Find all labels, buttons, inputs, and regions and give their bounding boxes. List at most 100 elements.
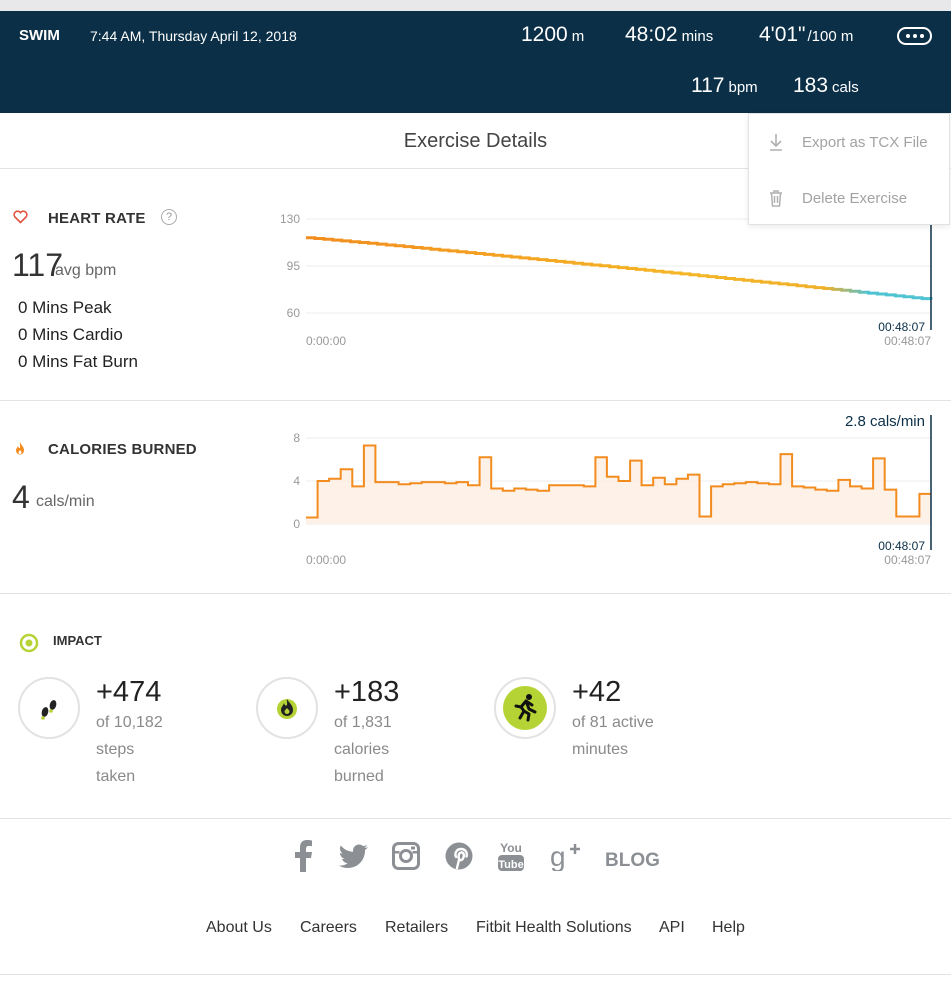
steps-impact-badge	[18, 677, 80, 739]
heart-rate-line	[306, 236, 933, 301]
blog-link[interactable]: BLOG	[605, 850, 660, 871]
cardio-zone-minutes: 0 Mins Cardio	[18, 325, 123, 344]
google-plus-icon: g	[550, 841, 580, 871]
calories-chart[interactable]: 8 4 0 2.8 cals/min 00:48:07 0:00:00 00:48:07	[0, 400, 951, 593]
svg-text:Tube: Tube	[498, 859, 523, 871]
pace-stat: 4'01"/100 m	[759, 23, 853, 47]
active-minutes-total: of 81 active	[572, 714, 654, 731]
footer-link-about-us[interactable]: About Us	[206, 919, 272, 936]
calories-caption-line: calories	[334, 741, 390, 758]
duration-unit: mins	[681, 28, 714, 45]
x-end-label: 00:48:07	[884, 334, 931, 348]
google-plus-link[interactable]: g	[548, 838, 582, 874]
fat-burn-zone-minutes: 0 Mins Fat Burn	[18, 352, 138, 371]
steps-total: of 10,182	[96, 714, 163, 731]
calories-impact-caption: of 1,831 calories burned	[334, 709, 444, 790]
top-strip	[0, 0, 951, 11]
x-end-label: 00:48:07	[884, 553, 931, 567]
facebook-icon	[295, 840, 312, 872]
avg-heart-rate-unit: avg bpm	[55, 262, 117, 279]
svg-text:You: You	[500, 841, 522, 855]
options-menu: Export as TCX File Delete Exercise	[748, 113, 950, 225]
active-minutes-impact-value: +42	[572, 676, 622, 708]
heart-rate-chart[interactable]: 130 95 60 00:48:07 0:00:00 00:48:07	[0, 0, 951, 400]
section-divider	[0, 400, 951, 401]
pace-unit: /100 m	[807, 28, 854, 45]
calories-stat: 183 cals	[793, 74, 859, 98]
page-title: Exercise Details	[0, 113, 951, 169]
avg-calories-unit: cals/min	[36, 493, 95, 510]
svg-text:g: g	[550, 841, 566, 871]
instagram-icon	[392, 842, 420, 870]
y-tick-label: 0	[293, 517, 300, 531]
steps-caption-line: steps	[96, 741, 135, 758]
calories-total: of 1,831	[334, 714, 392, 731]
steps-caption-line: taken	[96, 768, 136, 785]
impact-label: IMPACT	[53, 633, 102, 648]
x-start-label: 0:00:00	[306, 334, 346, 348]
cursor-value-label: 2.8 cals/min	[845, 413, 925, 430]
calories-burned-label: CALORIES BURNED	[48, 441, 197, 458]
cursor-time-label: 00:48:07	[878, 320, 925, 334]
instagram-link[interactable]	[390, 838, 422, 874]
y-tick-label: 95	[287, 259, 301, 273]
footer-link-health-solutions[interactable]: Fitbit Health Solutions	[476, 919, 632, 936]
footer-divider	[0, 974, 951, 975]
section-divider	[0, 593, 951, 594]
youtube-link[interactable]: You Tube	[495, 838, 527, 874]
calories-caption-line: burned	[334, 768, 384, 785]
calories-impact-value: +183	[334, 676, 400, 708]
delete-exercise-label: Delete Exercise	[802, 189, 908, 207]
active-minutes-impact-caption: of 81 active minutes	[572, 709, 682, 763]
footer-link-help[interactable]: Help	[712, 919, 745, 936]
more-dot-icon	[905, 34, 910, 38]
calories-line	[306, 444, 931, 519]
avg-calories-value: 4	[12, 479, 30, 515]
runner-icon	[503, 686, 547, 730]
trash-icon	[770, 190, 782, 207]
export-tcx-menu-item[interactable]: Export as TCX File	[749, 114, 949, 170]
avg-heart-rate-value: 117	[12, 247, 64, 283]
youtube-icon: You Tube	[498, 841, 524, 871]
more-dot-icon	[919, 34, 924, 38]
facebook-link[interactable]	[290, 838, 318, 874]
y-tick-label: 8	[293, 431, 300, 445]
heart-rate-unit: bpm	[728, 79, 758, 96]
peak-zone-minutes: 0 Mins Peak	[18, 298, 112, 317]
pinterest-link[interactable]	[443, 838, 475, 874]
x-start-label: 0:00:00	[306, 553, 346, 567]
cursor-time-label: 00:48:07	[878, 539, 925, 553]
twitter-icon	[338, 844, 368, 868]
distance-unit: m	[571, 28, 585, 45]
distance-value: 1200	[521, 23, 568, 46]
delete-exercise-menu-item[interactable]: Delete Exercise	[749, 170, 949, 226]
footer-link-retailers[interactable]: Retailers	[385, 919, 449, 936]
more-dot-icon	[912, 34, 917, 38]
activity-type: SWIM	[19, 27, 60, 44]
footsteps-icon	[41, 700, 57, 720]
duration-stat: 48:02 mins	[625, 23, 713, 47]
twitter-link[interactable]	[336, 838, 370, 874]
activity-datetime: 7:44 AM, Thursday April 12, 2018	[90, 28, 297, 44]
exercise-header: SWIM 7:44 AM, Thursday April 12, 2018 12…	[0, 11, 951, 113]
help-icon[interactable]: ?	[161, 209, 177, 225]
flame-icon	[277, 699, 297, 719]
distance-stat: 1200 m	[521, 23, 584, 47]
active-minutes-caption-line: minutes	[572, 741, 629, 758]
pinterest-icon	[445, 842, 473, 870]
footer-link-careers[interactable]: Careers	[300, 919, 357, 936]
y-tick-label: 130	[280, 212, 300, 226]
pace-value: 4'01"	[759, 23, 806, 46]
heart-rate-value: 117	[691, 74, 725, 97]
more-options-button[interactable]	[897, 27, 932, 45]
target-icon	[19, 633, 39, 653]
calories-impact-badge	[256, 677, 318, 739]
heart-rate-stat: 117 bpm	[691, 74, 758, 98]
calories-unit: cals	[832, 79, 859, 96]
footer-link-api[interactable]: API	[659, 919, 685, 936]
heart-rate-label: HEART RATE	[48, 210, 146, 227]
calories-area	[306, 445, 931, 524]
export-tcx-label: Export as TCX File	[802, 133, 928, 151]
section-divider	[0, 818, 951, 819]
active-minutes-impact-badge	[494, 677, 556, 739]
